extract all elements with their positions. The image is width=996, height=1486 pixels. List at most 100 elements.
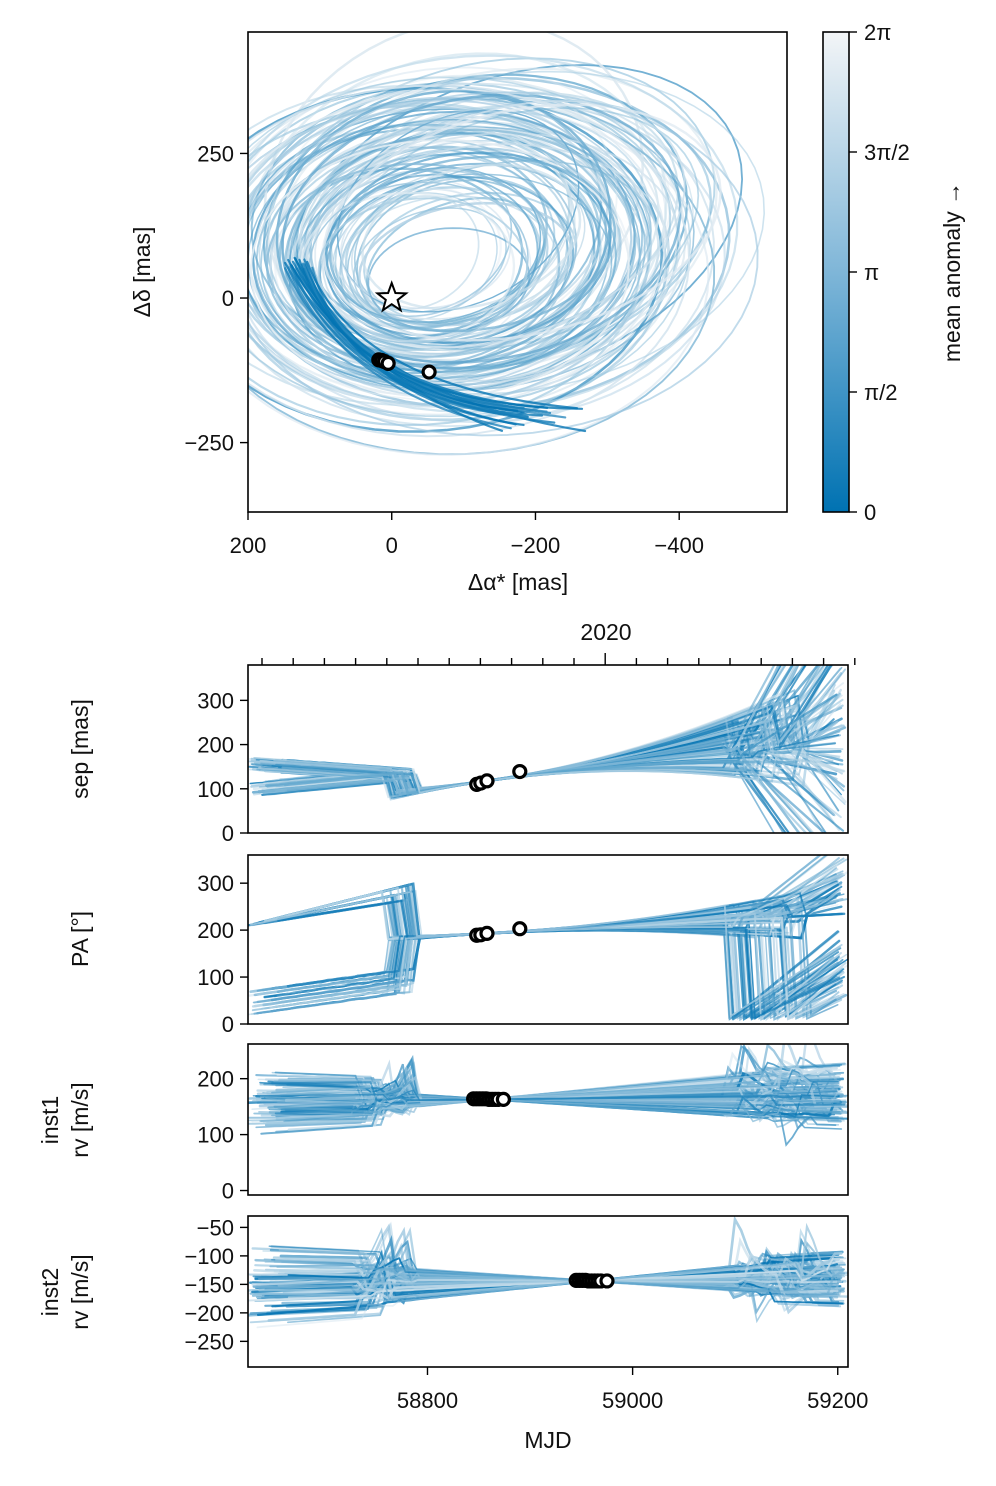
rv1-data-points	[466, 1091, 511, 1107]
orbit-track	[266, 872, 842, 1002]
rv1-y-axis-label-line1: inst1	[37, 1096, 63, 1145]
sky-x-ticks: 200 0 −200 −400	[230, 512, 704, 558]
sky-orbit-track	[281, 93, 682, 364]
rv2-y-axis-label-line2: rv [m/s]	[67, 1254, 93, 1329]
orbit-track	[259, 1085, 840, 1123]
pa-y-ticks: 0 100 200 300	[197, 871, 248, 1037]
pa-data-points	[469, 921, 528, 943]
sky-data-point	[380, 355, 396, 371]
colorbar-tick-label: 0	[864, 500, 876, 525]
rv-inst1-panel: 0 100 200 inst1 rv [m/s]	[37, 1043, 849, 1204]
sky-orbit-track	[248, 100, 710, 456]
observation-point	[512, 763, 528, 780]
colorbar-tick-label: 3π/2	[864, 140, 910, 165]
sky-plot-frame	[247, 31, 788, 513]
orbit-track	[258, 1222, 839, 1292]
orbit-track	[283, 1261, 840, 1301]
rv2-y-ticks: −50 −100 −150 −200 −250	[184, 1215, 248, 1354]
sky-data-points	[371, 352, 437, 380]
sky-y-tick-label: 250	[197, 141, 234, 166]
sky-orbit-track	[287, 146, 572, 351]
y-tick-label: 200	[197, 1067, 234, 1092]
sky-orbit-track	[339, 176, 568, 343]
observation-point	[479, 773, 495, 789]
observation-point	[599, 1273, 615, 1289]
colorbar-label: mean anomaly →	[939, 182, 965, 362]
y-tick-label: 300	[197, 871, 234, 896]
y-tick-label: −250	[184, 1329, 234, 1354]
y-tick-label: 0	[222, 1179, 234, 1204]
y-tick-label: 200	[197, 733, 234, 758]
sky-x-tick-label: −200	[511, 533, 561, 558]
sky-orbit-track	[361, 163, 582, 311]
y-tick-label: 100	[197, 1123, 234, 1148]
colorbar-tick-label: 2π	[864, 20, 891, 45]
sky-orbit-track	[340, 188, 512, 310]
sky-y-ticks: 250 0 −250	[184, 141, 248, 456]
year-axis-label: 2020	[580, 619, 631, 645]
mjd-x-axis-label: MJD	[524, 1427, 571, 1453]
sep-y-ticks: 0 100 200 300	[197, 688, 248, 846]
rv-inst2-panel: −50 −100 −150 −200 −250 58800 59000 59200 inst…	[37, 1215, 868, 1453]
y-tick-label: −200	[184, 1301, 234, 1326]
sky-orbit-track	[273, 140, 631, 382]
sep-orbit-lines	[248, 665, 847, 833]
sep-data-points	[469, 763, 528, 792]
sky-y-tick-label: −250	[184, 431, 234, 456]
orbit-track	[252, 750, 846, 794]
observation-point	[495, 1091, 511, 1107]
colorbar-tick-label: π/2	[864, 380, 898, 405]
sky-orbit-track	[328, 155, 617, 333]
separation-panel: 0 100 200 300 2020 sep [mas]	[67, 619, 856, 846]
orbit-track	[284, 1044, 848, 1108]
sky-y-tick-label: 0	[222, 286, 234, 311]
position-angle-panel: 0 100 200 300 PA [°]	[67, 854, 849, 1037]
pa-orbit-lines	[248, 855, 848, 1022]
sep-plot-frame	[247, 664, 849, 834]
rv1-y-ticks: 0 100 200	[197, 1067, 248, 1204]
sep-y-axis-label: sep [mas]	[67, 699, 93, 799]
sky-orbit-track	[248, 82, 715, 428]
rv2-data-points	[568, 1272, 615, 1289]
colorbar-gradient	[822, 31, 850, 513]
colorbar-ticks: 0 π/2 π 3π/2 2π	[849, 20, 910, 525]
sky-orbit-track	[248, 91, 759, 437]
observation-point	[512, 921, 528, 937]
mjd-tick-label: 58800	[397, 1388, 458, 1413]
orbit-track	[251, 1251, 839, 1300]
orbit-track	[273, 1079, 848, 1118]
orbit-track	[252, 1080, 839, 1102]
sky-orbit-panel: 200 0 −200 −400 250 0 −250 Δα* [mas] Δδ [mas]	[129, 31, 788, 595]
sky-orbit-track	[317, 197, 528, 343]
star-icon	[374, 280, 409, 313]
y-tick-label: 0	[222, 1012, 234, 1037]
mjd-x-ticks: 58800 59000 59200	[397, 1367, 868, 1413]
rv1-orbit-lines	[248, 1044, 848, 1147]
colorbar: 0 π/2 π 3π/2 2π mean anomaly →	[822, 20, 965, 525]
sky-orbit-track	[303, 258, 525, 427]
mjd-tick-label: 59200	[807, 1388, 868, 1413]
sky-orbit-track	[283, 128, 637, 379]
rv2-plot-frame	[247, 1215, 849, 1368]
sky-x-tick-label: 200	[230, 533, 267, 558]
mjd-tick-label: 59000	[602, 1388, 663, 1413]
orbit-track	[262, 1085, 844, 1105]
sky-x-tick-label: 0	[386, 533, 398, 558]
orbit-track	[269, 872, 844, 1009]
y-tick-label: 100	[197, 777, 234, 802]
rv2-orbit-lines	[248, 1216, 848, 1329]
sky-orbit-track	[322, 103, 722, 342]
pa-y-axis-label: PA [°]	[67, 911, 93, 967]
sky-orbit-track	[248, 95, 726, 424]
sky-x-tick-label: −400	[654, 533, 704, 558]
sky-orbit-track	[298, 258, 584, 410]
sky-orbit-track	[303, 143, 669, 383]
y-tick-label: −100	[184, 1244, 234, 1269]
sky-y-axis-label: Δδ [mas]	[129, 227, 155, 318]
sky-orbit-track	[248, 88, 667, 408]
sky-orbit-track	[258, 70, 765, 395]
sky-orbit-track	[334, 107, 700, 351]
sky-orbit-track	[306, 260, 579, 410]
rv2-y-axis-label-line1: inst2	[37, 1268, 63, 1317]
